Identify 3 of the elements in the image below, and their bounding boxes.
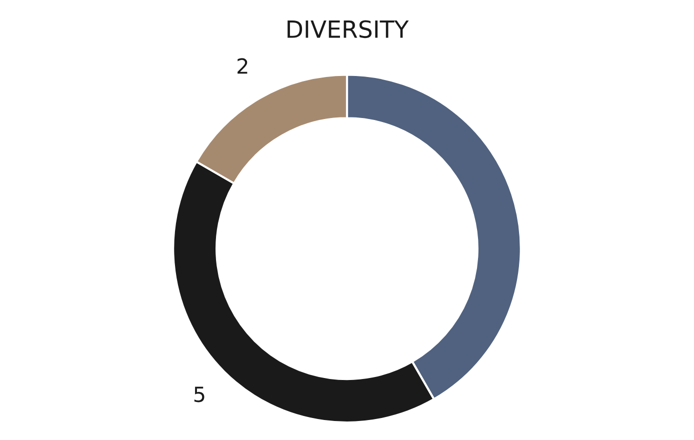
data-label: 2 <box>238 58 248 74</box>
chart-title: DIVERSITY <box>288 20 409 38</box>
data-label: 5 <box>194 386 204 402</box>
